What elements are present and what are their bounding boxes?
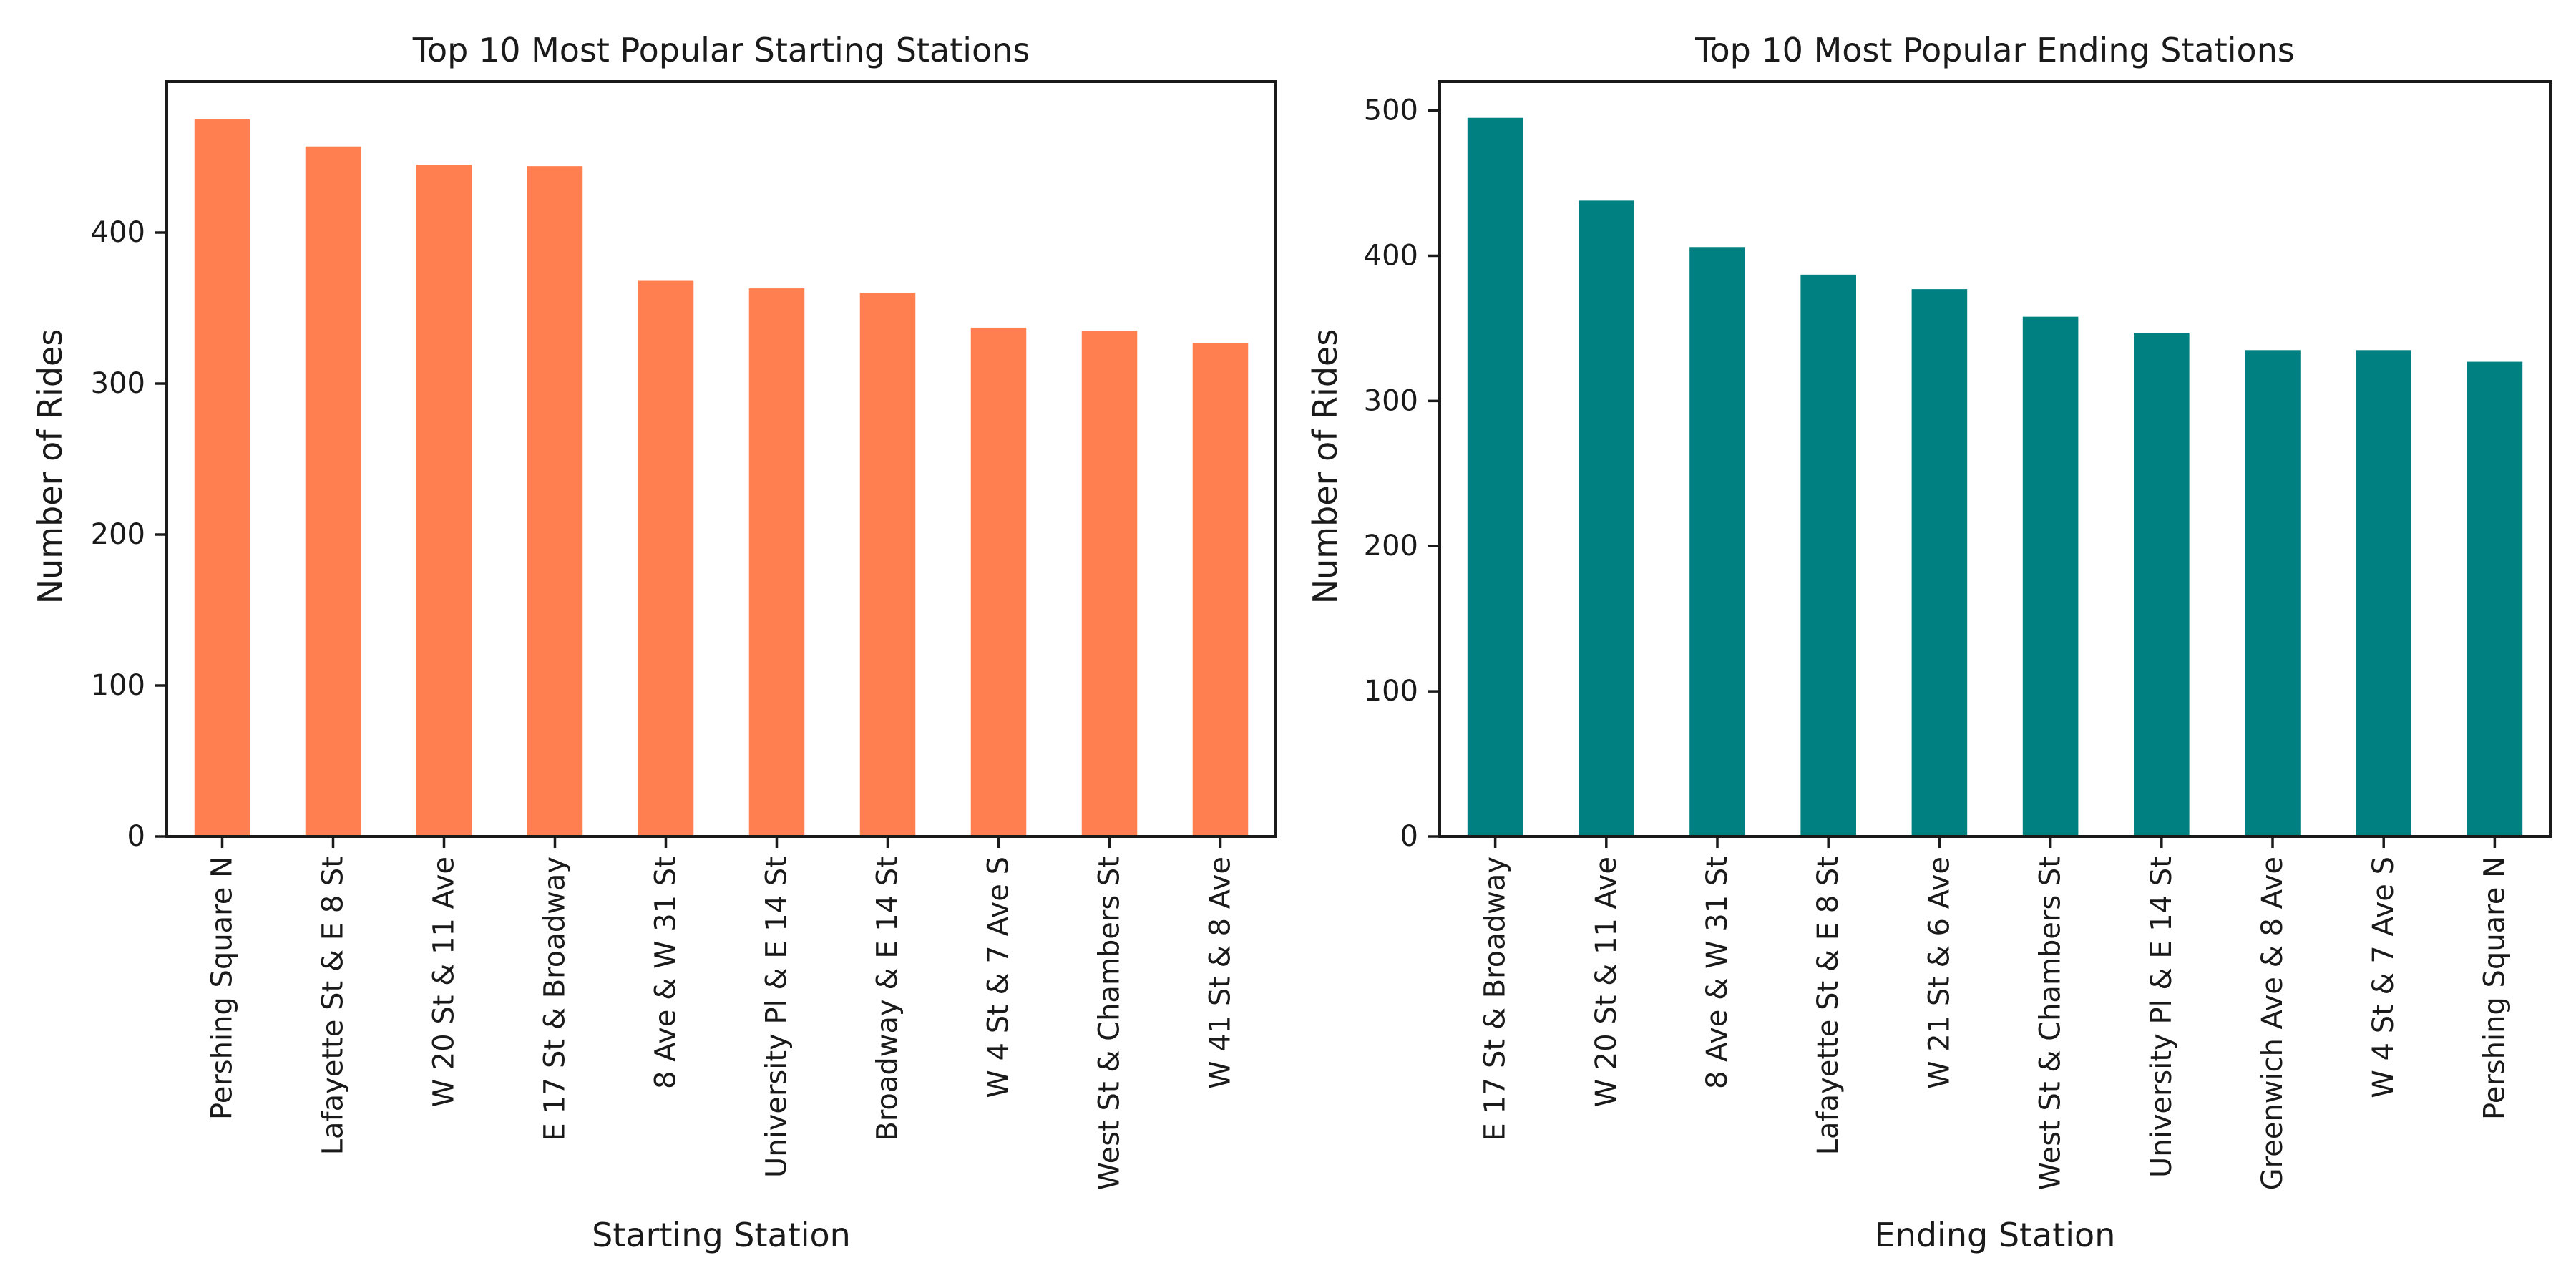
x-tick-label: West St & Chambers St — [1093, 857, 1126, 1191]
bar — [1467, 117, 1523, 836]
bar — [1081, 331, 1138, 836]
x-tick-label: Broadway & E 14 St — [872, 857, 904, 1141]
x-tick-label: W 4 St & 7 Ave S — [982, 857, 1015, 1098]
bar — [859, 293, 916, 836]
x-tick-label: E 17 St & Broadway — [539, 857, 572, 1141]
x-tick-label: Lafayette St & E 8 St — [317, 857, 350, 1155]
x-axis-label: Starting Station — [592, 1216, 851, 1254]
plot-frame — [165, 80, 1277, 838]
bar — [2356, 350, 2411, 836]
x-tick-label: 8 Ave & W 31 St — [1701, 857, 1734, 1089]
y-tick-label: 400 — [1364, 239, 1418, 272]
y-tick-label: 0 — [127, 820, 145, 853]
bar — [2467, 361, 2523, 836]
bar — [1800, 274, 1856, 836]
x-tick-label: University Pl & E 14 St — [761, 857, 794, 1178]
x-tick-label: W 20 St & 11 Ave — [1590, 857, 1623, 1108]
y-tick-label: 100 — [1364, 675, 1418, 708]
bar — [1192, 343, 1249, 836]
x-tick-label: 8 Ave & W 31 St — [650, 857, 683, 1089]
bar — [416, 165, 472, 837]
bar — [748, 288, 805, 836]
x-axis-label: Ending Station — [1875, 1216, 2116, 1254]
bars — [1467, 117, 2523, 837]
x-tick-label: W 21 St & 6 Ave — [1923, 857, 1956, 1089]
y-ticks: 0 100 200 300 400 500 — [1364, 94, 1440, 853]
bar — [1689, 247, 1745, 836]
x-ticks: E 17 St & Broadway W 20 St & 11 Ave 8 Ave … — [1479, 836, 2511, 1191]
x-tick-label: Pershing Square N — [206, 857, 239, 1120]
x-ticks: Pershing Square N Lafayette St & E 8 St W … — [206, 836, 1237, 1191]
x-tick-label: W 41 St & 8 Ave — [1204, 857, 1237, 1089]
x-tick-label: Greenwich Ave & 8 Ave — [2256, 857, 2289, 1190]
bar — [2245, 350, 2301, 836]
y-tick-label: 0 — [1400, 820, 1418, 853]
x-tick-label: University Pl & E 14 St — [2145, 857, 2178, 1178]
bar — [1911, 289, 1968, 836]
x-tick-label: Pershing Square N — [2478, 857, 2511, 1120]
x-tick-label: West St & Chambers St — [2034, 857, 2067, 1191]
starting-stations-chart: Top 10 Most Popular Starting Stations Nu… — [31, 31, 1277, 1254]
y-tick-label: 300 — [1364, 384, 1418, 417]
bar — [2134, 332, 2190, 837]
y-tick-label: 200 — [1364, 530, 1418, 562]
bar — [1579, 200, 1634, 837]
bar — [2022, 316, 2079, 836]
chart-title: Top 10 Most Popular Ending Stations — [1694, 31, 2295, 69]
bar — [527, 166, 583, 836]
x-tick-label: E 17 St & Broadway — [1479, 857, 1512, 1141]
y-axis-label: Number of Rides — [31, 329, 69, 605]
y-tick-label: 500 — [1364, 94, 1418, 127]
x-tick-label: W 20 St & 11 Ave — [428, 857, 461, 1108]
bar — [305, 146, 361, 837]
bar — [638, 280, 694, 836]
y-axis-label: Number of Rides — [1306, 329, 1345, 605]
y-ticks: 0 100 200 300 400 — [91, 216, 167, 853]
x-tick-label: Lafayette St & E 8 St — [1812, 857, 1845, 1155]
bar — [194, 119, 250, 836]
ending-stations-chart: Top 10 Most Popular Ending Stations Numb… — [1306, 31, 2552, 1254]
y-tick-label: 400 — [91, 216, 145, 249]
plot-frame — [1438, 80, 2552, 838]
y-tick-label: 300 — [91, 367, 145, 400]
y-tick-label: 100 — [91, 669, 145, 702]
bar — [970, 327, 1027, 836]
chart-title: Top 10 Most Popular Starting Stations — [412, 31, 1030, 69]
bars — [194, 119, 1249, 837]
y-tick-label: 200 — [91, 518, 145, 551]
x-tick-label: W 4 St & 7 Ave S — [2367, 857, 2400, 1098]
